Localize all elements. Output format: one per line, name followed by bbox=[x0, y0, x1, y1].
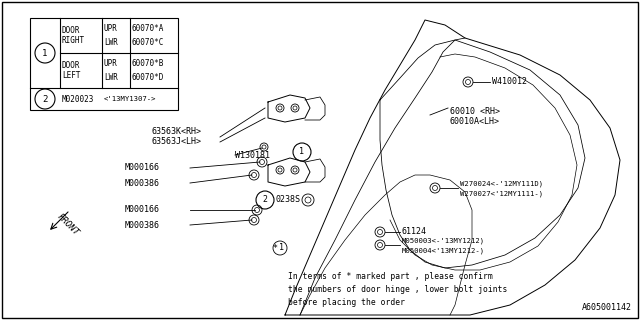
Text: DOOR: DOOR bbox=[62, 26, 81, 35]
Text: M000386: M000386 bbox=[125, 220, 160, 229]
Text: DOOR: DOOR bbox=[62, 61, 81, 70]
Text: 60070*B: 60070*B bbox=[132, 59, 164, 68]
Text: LWR: LWR bbox=[104, 73, 118, 82]
Text: M050004<'13MY1212-): M050004<'13MY1212-) bbox=[402, 248, 485, 254]
Text: 1: 1 bbox=[42, 49, 48, 58]
Text: UPR: UPR bbox=[104, 24, 118, 33]
Text: In terms of * marked part , please confirm
the numbers of door hinge , lower bol: In terms of * marked part , please confi… bbox=[288, 272, 508, 308]
Text: M000166: M000166 bbox=[125, 164, 160, 172]
Bar bbox=[30, 18, 178, 110]
Text: 60010A<LH>: 60010A<LH> bbox=[450, 117, 500, 126]
Text: *: * bbox=[273, 244, 278, 252]
Text: UPR: UPR bbox=[104, 59, 118, 68]
Text: M050003<-'13MY1212): M050003<-'13MY1212) bbox=[402, 238, 485, 244]
Text: 63563K<RH>: 63563K<RH> bbox=[152, 127, 202, 137]
Text: 2: 2 bbox=[262, 196, 268, 204]
Text: 60070*D: 60070*D bbox=[132, 73, 164, 82]
Text: RIGHT: RIGHT bbox=[62, 36, 85, 45]
Text: M000386: M000386 bbox=[125, 179, 160, 188]
Text: LWR: LWR bbox=[104, 38, 118, 47]
Text: 1: 1 bbox=[280, 244, 285, 252]
Text: 60070*C: 60070*C bbox=[132, 38, 164, 47]
Text: A605001142: A605001142 bbox=[582, 303, 632, 312]
Text: W270024<-'12MY111D): W270024<-'12MY111D) bbox=[460, 181, 543, 187]
Text: 60010 <RH>: 60010 <RH> bbox=[450, 108, 500, 116]
Text: 60070*A: 60070*A bbox=[132, 24, 164, 33]
Text: 2: 2 bbox=[42, 94, 48, 103]
Text: 1: 1 bbox=[300, 148, 305, 156]
Text: <'13MY1307->: <'13MY1307-> bbox=[104, 96, 157, 102]
Text: W270027<'12MY1111-): W270027<'12MY1111-) bbox=[460, 191, 543, 197]
Text: 61124: 61124 bbox=[402, 228, 427, 236]
Text: FRONT: FRONT bbox=[55, 212, 81, 238]
Text: 0238S: 0238S bbox=[276, 196, 301, 204]
Text: M000166: M000166 bbox=[125, 205, 160, 214]
Text: LEFT: LEFT bbox=[62, 71, 81, 80]
Text: W410012: W410012 bbox=[492, 77, 527, 86]
Text: M020023: M020023 bbox=[62, 94, 94, 103]
Text: W130181: W130181 bbox=[235, 150, 270, 159]
Text: 63563J<LH>: 63563J<LH> bbox=[152, 138, 202, 147]
